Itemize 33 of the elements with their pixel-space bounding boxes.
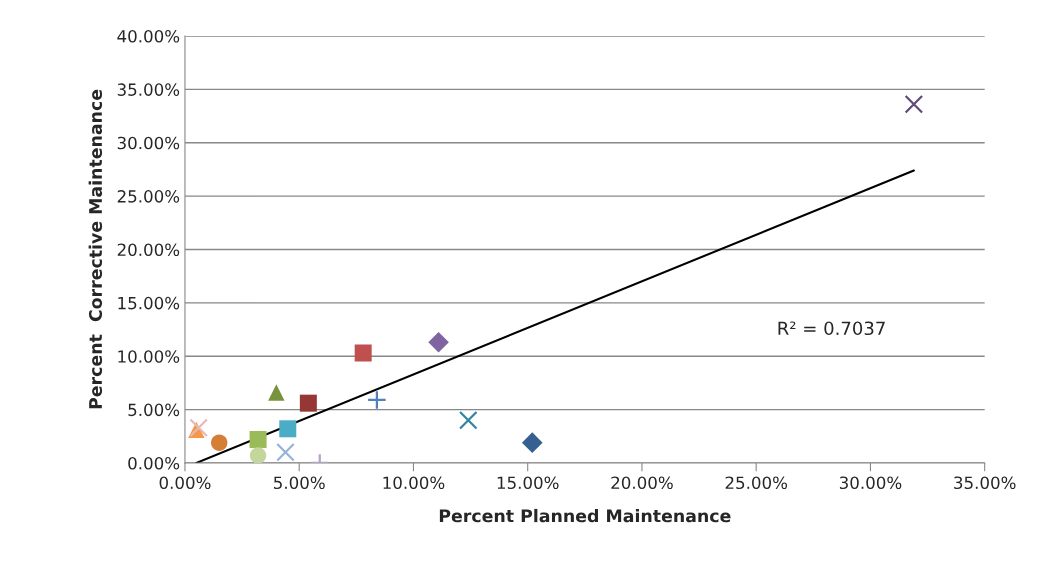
- y-tick-label: 10.00%: [118, 350, 180, 363]
- point: [249, 447, 267, 463]
- x-axis-title: Percent Planned Maintenance: [439, 508, 731, 523]
- point: [279, 420, 297, 438]
- point: [367, 390, 387, 410]
- y-tick-label: 25.00%: [117, 190, 180, 203]
- point: [268, 384, 285, 401]
- annotation: R² = 0.7037: [778, 321, 885, 336]
- point: [428, 332, 449, 353]
- point: [354, 344, 372, 362]
- x-tick-label: 5.00%: [274, 476, 325, 490]
- y-tick-label: 0.00%: [128, 456, 180, 470]
- y-tick-label: 35.00%: [117, 83, 180, 96]
- y-tick-label: 40.00%: [117, 29, 180, 43]
- x-tick-label: 20.00%: [611, 476, 673, 490]
- x-tick-label: 10.00%: [383, 476, 445, 490]
- y-tick-label: 30.00%: [117, 136, 180, 150]
- x-tick-label: 30.00%: [839, 476, 902, 490]
- y-tick-label: 20.00%: [117, 243, 180, 257]
- point: [458, 410, 478, 430]
- y-tick-label: 15.00%: [118, 296, 180, 310]
- point: [904, 94, 924, 114]
- x-tick-label: 35.00%: [954, 476, 1016, 490]
- point: [276, 442, 295, 462]
- point: [211, 434, 228, 451]
- y-tick-label: 5.00%: [128, 403, 180, 417]
- x-tick-label: 25.00%: [725, 476, 788, 490]
- x-tick-label: 0.00%: [159, 476, 211, 490]
- point: [299, 394, 317, 412]
- x-tick-label: 15.00%: [497, 476, 559, 490]
- point: [249, 430, 267, 448]
- y-axis-title: Percent Corrective Maintenance: [88, 89, 103, 409]
- point: [521, 432, 543, 453]
